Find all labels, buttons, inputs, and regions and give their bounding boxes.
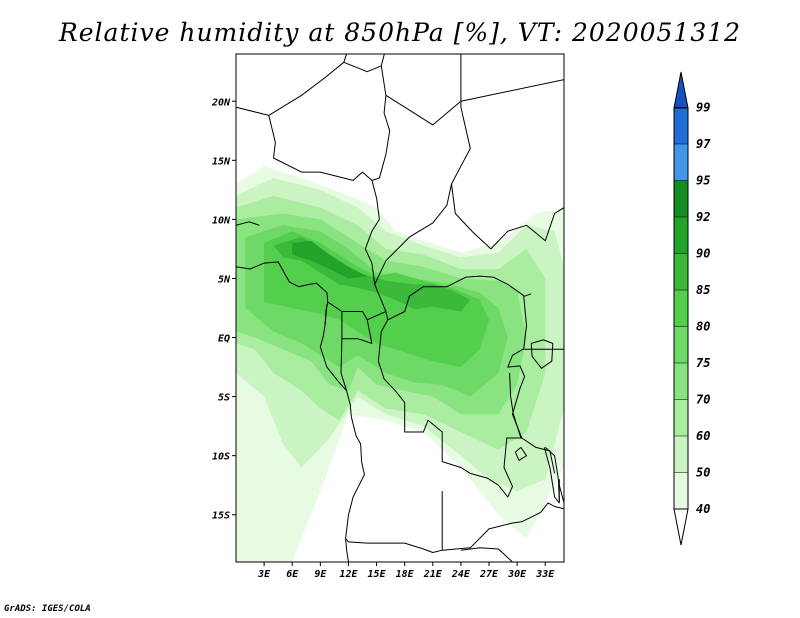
lon-tick-label: 21E xyxy=(423,569,443,580)
lat-tick-label: 10S xyxy=(212,452,230,463)
boundary-line xyxy=(268,54,348,116)
colorbar-swatch-85 xyxy=(674,253,688,290)
colorbar-label: 60 xyxy=(696,429,710,443)
boundary-line xyxy=(460,547,513,562)
colorbar-label: 40 xyxy=(696,502,710,516)
colorbar-swatch-60 xyxy=(674,399,688,436)
colorbar-below-arrow xyxy=(673,508,689,546)
colorbar-label: 92 xyxy=(696,210,710,224)
lat-tick-label: 15N xyxy=(212,156,231,167)
lon-tick-label: 18E xyxy=(396,569,415,580)
lon-tick-label: 6E xyxy=(286,569,299,580)
colorbar-label: 95 xyxy=(696,174,710,188)
boundary-line xyxy=(345,491,443,553)
colorbar-swatch-97 xyxy=(674,107,688,144)
colorbar-swatch-50 xyxy=(674,436,688,473)
lat-tick-label: 20N xyxy=(211,97,231,108)
lon-tick-label: 15E xyxy=(368,569,387,580)
colorbar-swatch-80 xyxy=(674,290,688,327)
boundary-line xyxy=(544,447,560,501)
boundary-line xyxy=(366,311,387,321)
lon-tick-label: 3E xyxy=(257,569,271,580)
lat-tick-label: 15S xyxy=(212,511,230,522)
colorbar-label: 97 xyxy=(696,137,711,151)
chart-title: Relative humidity at 850hPa [%], VT: 202… xyxy=(58,18,742,47)
boundary-line xyxy=(451,101,492,250)
lon-tick-label: 12E xyxy=(339,569,358,580)
boundary-line xyxy=(385,54,462,126)
boundary-line xyxy=(343,54,385,73)
boundary-line xyxy=(512,348,564,356)
colorbar-label: 99 xyxy=(696,101,710,115)
lon-tick-label: 30E xyxy=(507,569,527,580)
boundary-line xyxy=(236,261,365,562)
lat-tick-label: 5S xyxy=(218,393,230,404)
boundary-line xyxy=(236,221,260,226)
boundary-line xyxy=(514,447,527,461)
humidity-region-90 xyxy=(292,240,368,279)
boundary-line xyxy=(460,79,564,102)
colorbar-label: 50 xyxy=(696,466,710,480)
boundary-line xyxy=(490,207,564,250)
colorbar-above-arrow xyxy=(673,71,689,109)
colorbar-swatch-95 xyxy=(674,144,688,181)
colorbar-label: 90 xyxy=(696,247,710,261)
boundary-line xyxy=(387,275,532,321)
map-frame xyxy=(235,53,565,563)
colorbar-label: 85 xyxy=(696,283,710,297)
boundary-line xyxy=(327,301,373,344)
lon-tick-label: 27E xyxy=(479,569,499,580)
lat-tick-label: 10N xyxy=(212,215,231,226)
lon-tick-label: 33E xyxy=(535,569,555,580)
colorbar-swatch-75 xyxy=(674,326,688,363)
colorbar-label: 80 xyxy=(696,320,710,334)
boundary-line xyxy=(509,372,522,439)
boundary-line xyxy=(442,502,564,551)
credit-label: GrADS: IGES/COLA xyxy=(4,604,91,614)
colorbar-label: 75 xyxy=(696,356,710,370)
colorbar-swatch-70 xyxy=(674,363,688,400)
boundary-line xyxy=(340,338,348,391)
boundary-line xyxy=(530,339,554,369)
colorbar-label: 70 xyxy=(696,393,710,407)
colorbar-swatch-92 xyxy=(674,180,688,217)
colorbar-swatch-90 xyxy=(674,217,688,254)
lon-tick-label: 24E xyxy=(451,569,471,580)
boundary-line xyxy=(507,355,556,474)
boundary-line xyxy=(523,296,527,350)
lon-tick-label: 9E xyxy=(314,569,327,580)
boundary-line xyxy=(371,65,391,181)
boundary-line xyxy=(374,183,452,285)
lat-tick-label: EQ xyxy=(218,334,230,345)
colorbar-swatch-40 xyxy=(674,472,688,509)
boundary-line xyxy=(236,54,522,498)
boundary-line xyxy=(558,485,564,504)
lat-tick-label: 5N xyxy=(218,274,231,285)
